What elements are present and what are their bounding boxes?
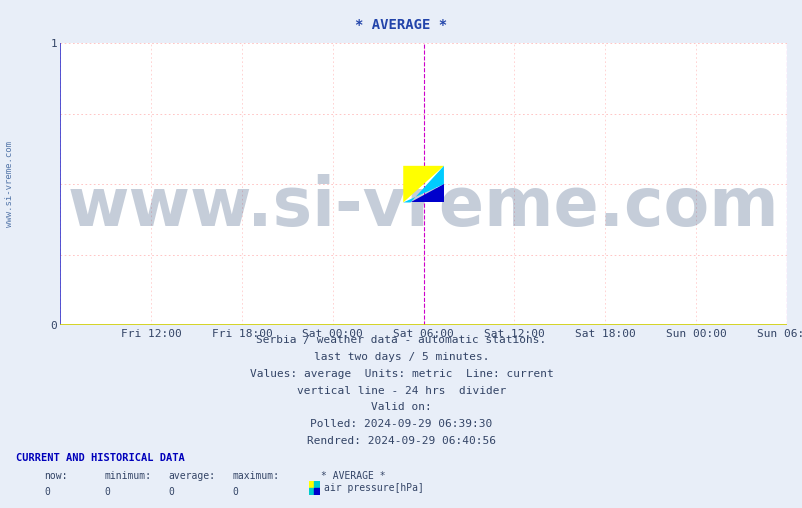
Text: Valid on:: Valid on: (371, 402, 431, 412)
Text: * AVERAGE *: * AVERAGE * (321, 471, 385, 482)
Text: Polled: 2024-09-29 06:39:30: Polled: 2024-09-29 06:39:30 (310, 419, 492, 429)
Text: 0: 0 (104, 487, 110, 497)
Text: maximum:: maximum: (233, 471, 280, 482)
Text: average:: average: (168, 471, 216, 482)
Text: 0: 0 (44, 487, 50, 497)
Text: CURRENT AND HISTORICAL DATA: CURRENT AND HISTORICAL DATA (16, 453, 184, 463)
Text: minimum:: minimum: (104, 471, 152, 482)
Text: * AVERAGE *: * AVERAGE * (355, 18, 447, 32)
Text: vertical line - 24 hrs  divider: vertical line - 24 hrs divider (297, 386, 505, 396)
Polygon shape (410, 184, 444, 203)
Text: air pressure[hPa]: air pressure[hPa] (324, 483, 423, 493)
Bar (309, 481, 314, 488)
Polygon shape (403, 166, 444, 203)
Bar (314, 488, 319, 495)
Text: www.si-vreme.com: www.si-vreme.com (67, 174, 779, 240)
Text: 0: 0 (233, 487, 238, 497)
Text: Values: average  Units: metric  Line: current: Values: average Units: metric Line: curr… (249, 369, 553, 379)
Bar (309, 488, 314, 495)
Polygon shape (403, 166, 444, 203)
Text: Serbia / weather data - automatic stations.: Serbia / weather data - automatic statio… (256, 335, 546, 345)
Text: www.si-vreme.com: www.si-vreme.com (5, 141, 14, 227)
Text: 0: 0 (168, 487, 174, 497)
Bar (314, 481, 319, 488)
Text: Rendred: 2024-09-29 06:40:56: Rendred: 2024-09-29 06:40:56 (306, 436, 496, 446)
Text: now:: now: (44, 471, 67, 482)
Text: last two days / 5 minutes.: last two days / 5 minutes. (314, 352, 488, 362)
